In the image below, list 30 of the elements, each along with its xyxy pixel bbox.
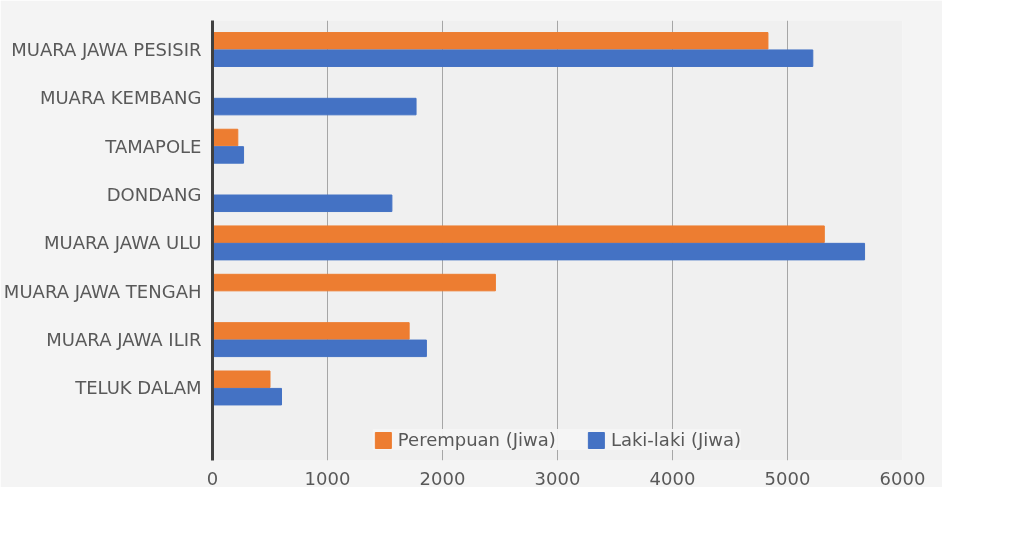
y-tick-label: MUARA JAWA TENGAH [3, 280, 202, 302]
bar [212, 194, 393, 213]
bar [212, 339, 427, 358]
bar [212, 322, 410, 340]
bar [212, 97, 417, 116]
x-tick-label: 3000 [534, 467, 581, 489]
bar [212, 128, 239, 147]
x-tick-label: 1000 [304, 467, 351, 489]
legend-label: Laki-laki (Jiwa) [610, 429, 742, 450]
bar [212, 387, 282, 406]
legend-label: Perempuan (Jiwa) [397, 429, 556, 450]
y-tick-label: TAMAPOLE [104, 135, 202, 157]
x-tick-label: 6000 [879, 467, 926, 489]
x-tick-label: 2000 [419, 467, 466, 489]
x-tick-label: 4000 [649, 467, 696, 489]
bar [212, 49, 814, 67]
bar [212, 225, 825, 243]
x-tick-label: 0 [206, 467, 219, 489]
bar [212, 273, 496, 292]
y-tick-label: MUARA JAWA PESISIR [11, 39, 202, 61]
x-tick-label: 5000 [764, 467, 811, 489]
bar [212, 370, 271, 389]
bar [212, 32, 769, 50]
y-tick-label: TELUK DALAM [74, 377, 202, 399]
y-tick-label: MUARA JAWA ULU [44, 232, 202, 254]
y-tick-label: MUARA KEMBANG [39, 87, 202, 109]
bar [212, 242, 866, 261]
bar [212, 146, 245, 164]
y-tick-label: DONDANG [106, 184, 202, 206]
y-tick-label: MUARA JAWA ILIR [46, 329, 202, 351]
